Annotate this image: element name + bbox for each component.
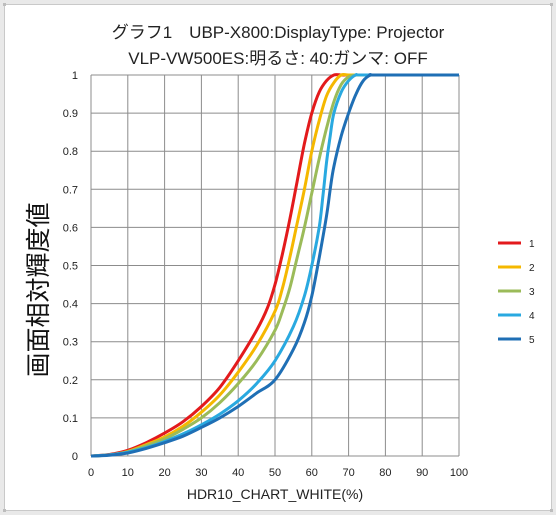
y-tick-label: 0.4 [63,299,78,311]
series-line-5 [90,73,459,458]
y-tick-label: 0 [72,451,78,463]
y-tick-label: 0.9 [63,108,78,120]
x-tick-label: 80 [379,467,391,479]
legend-label-2: 2 [529,263,535,274]
x-tick-label: 70 [342,467,354,479]
y-tick-label: 0.3 [63,337,78,349]
legend-label-5: 5 [529,335,535,346]
x-tick-label: 30 [195,467,207,479]
plot-grid [90,74,460,457]
x-tick-label: 0 [88,467,94,479]
chart-title-line-2: VLP-VW500ES:明るさ: 40:ガンマ: OFF [128,49,427,68]
chart-title-line-1: グラフ1 UBP-X800:DisplayType: Projector [112,23,445,42]
series-line-2 [90,72,459,458]
y-tick-label: 0.1 [63,413,78,425]
resize-handle-top-right[interactable] [550,3,553,6]
x-tick-label: 20 [158,467,170,479]
x-tick-labels: 0 10 20 30 40 50 60 70 80 90 100 [88,467,468,479]
x-tick-label: 90 [416,467,428,479]
y-tick-labels: 0 0.1 0.2 0.3 0.4 0.5 0.6 0.7 0.8 0.9 1 [63,70,78,463]
x-tick-label: 40 [232,467,244,479]
x-tick-label: 50 [269,467,281,479]
resize-handle-bottom-right[interactable] [550,509,553,512]
legend-label-3: 3 [529,287,535,298]
y-tick-label: 1 [72,70,78,82]
y-tick-label: 0.5 [63,261,78,273]
legend-label-1: 1 [529,239,535,250]
series-line-3 [90,73,459,458]
series-lines [90,72,459,458]
resize-handle-bottom-left[interactable] [3,509,6,512]
x-tick-label: 100 [450,467,468,479]
chart-frame [3,3,553,512]
y-tick-label: 0.7 [63,184,78,196]
legend-label-4: 4 [529,311,535,322]
y-tick-label: 0.8 [63,146,78,158]
x-axis-label: HDR10_CHART_WHITE(%) [187,486,363,502]
series-line-1 [90,73,459,458]
x-tick-label: 10 [122,467,134,479]
legend: 1 2 3 4 5 [498,239,535,346]
resize-handle-top-left[interactable] [3,3,6,6]
y-tick-label: 0.6 [63,222,78,234]
y-axis-label: 画面相対輝度値 [25,202,53,377]
y-tick-label: 0.2 [63,375,78,387]
x-tick-label: 60 [306,467,318,479]
